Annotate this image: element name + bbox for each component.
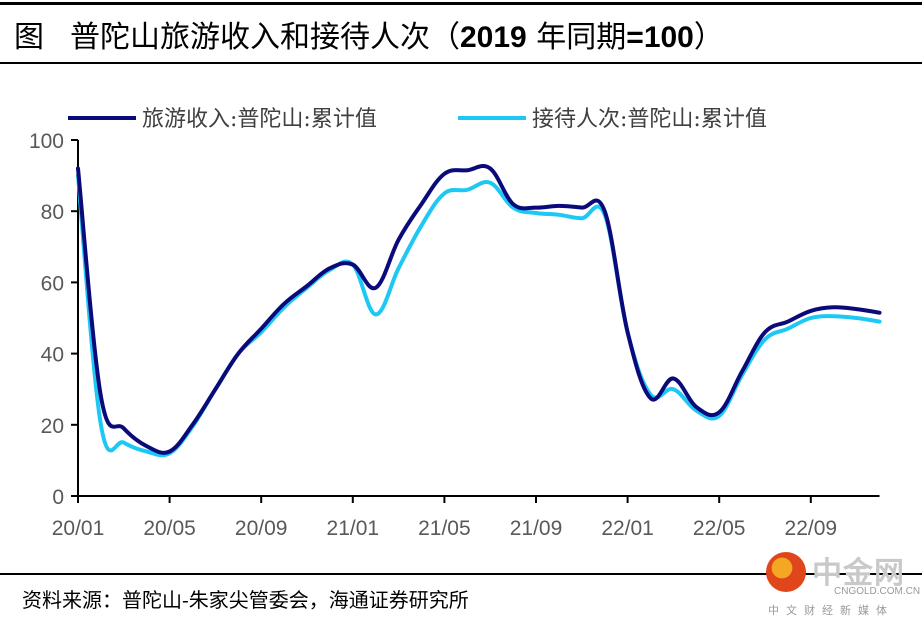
x-tick-label: 21/09 xyxy=(510,517,563,540)
y-tick-label: 60 xyxy=(41,272,64,295)
source-note: 资料来源：普陀山-朱家尖管委会，海通证券研究所 xyxy=(22,588,469,612)
top-rule xyxy=(0,2,922,5)
figure-title: 图普陀山旅游收入和接待人次（2019 年同期=100） xyxy=(14,12,724,56)
title-text-3: ） xyxy=(693,20,724,55)
title-text-2: 年同期 xyxy=(526,20,627,55)
y-tick-label: 20 xyxy=(41,415,64,438)
y-tick-label: 0 xyxy=(52,486,64,509)
x-tick-label: 20/05 xyxy=(143,517,196,540)
watermark-name: 中金网 xyxy=(812,556,905,591)
title-rule xyxy=(0,62,922,64)
series-line-revenue xyxy=(76,164,882,455)
x-tick-label: 22/09 xyxy=(785,517,838,540)
x-tick-label: 20/09 xyxy=(235,517,288,540)
title-base: =100 xyxy=(626,21,694,54)
x-tick-label: 20/01 xyxy=(52,517,105,540)
figure-label: 图 xyxy=(14,20,44,55)
x-tick-label: 21/01 xyxy=(327,517,380,540)
line-chart: 旅游收入:普陀山:累计值 接待人次:普陀山:累计值 0 20 40 60 80 100 20… xyxy=(29,107,882,540)
axes: 0 20 40 60 80 100 20/01 20/05 20/09 21/01 21/05 21/… xyxy=(29,130,880,540)
x-tick-label: 21/05 xyxy=(418,517,471,540)
title-text-1: 普陀山旅游收入和接待人次（ xyxy=(70,20,460,55)
y-tick-label: 40 xyxy=(41,344,64,367)
watermark: 中金网 CNGOLD.COM.CN 中文财经新媒体 xyxy=(766,548,920,618)
watermark-tagline: 中文财经新媒体 xyxy=(768,604,894,617)
title-year: 2019 xyxy=(460,21,527,54)
source-rule xyxy=(0,573,922,575)
legend-label-revenue: 旅游收入:普陀山:累计值 xyxy=(142,107,377,132)
x-tick-label: 22/05 xyxy=(693,517,746,540)
y-tick-label: 80 xyxy=(41,201,64,224)
x-tick-label: 22/01 xyxy=(601,517,654,540)
watermark-domain: CNGOLD.COM.CN xyxy=(834,586,921,597)
legend: 旅游收入:普陀山:累计值 接待人次:普陀山:累计值 xyxy=(68,107,767,132)
series-group xyxy=(76,164,882,458)
watermark-logo-icon xyxy=(766,552,806,592)
y-tick-label: 100 xyxy=(29,130,64,153)
legend-label-visitors: 接待人次:普陀山:累计值 xyxy=(532,107,767,132)
